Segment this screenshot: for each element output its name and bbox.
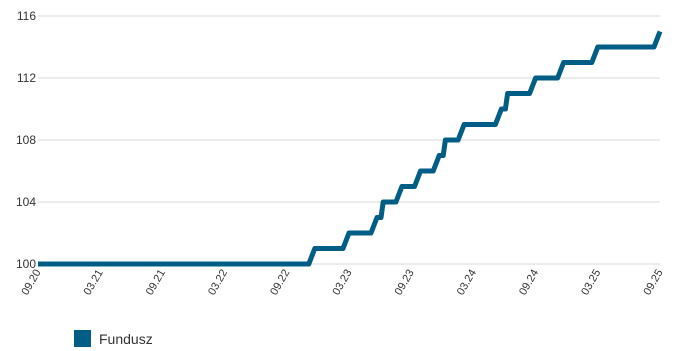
x-tick-label: 09.20 (19, 268, 43, 298)
y-tick-label: 100 (16, 257, 36, 271)
series-line-0 (38, 30, 663, 267)
x-tick-label: 03.23 (330, 268, 354, 298)
y-tick-label: 104 (16, 195, 36, 209)
y-tick-label: 112 (17, 71, 36, 85)
series-fundusz (37, 30, 663, 267)
x-tick-label: 03.21 (82, 268, 106, 298)
x-tick-label: 03.22 (206, 268, 230, 298)
x-tick-label: 09.25 (641, 268, 665, 298)
x-tick-label: 03.24 (455, 268, 479, 298)
legend-label-fundusz: Fundusz (99, 330, 153, 347)
grid-lines (38, 15, 660, 265)
legend: Fundusz (74, 330, 153, 347)
x-tick-label: 09.22 (268, 268, 292, 298)
x-tick-label: 09.21 (144, 268, 168, 298)
x-axis-tick-labels: 09.20 03.21 09.21 03.22 09.22 03.23 09.23 03.24… (19, 268, 665, 298)
legend-swatch-fundusz (74, 330, 91, 347)
x-tick-label: 09.24 (517, 268, 541, 298)
y-tick-label: 116 (17, 9, 36, 23)
y-tick-label: 108 (16, 133, 36, 147)
x-tick-label: 03.25 (579, 268, 603, 298)
y-axis-tick-labels: 100 104 108 112 116 (16, 9, 36, 271)
x-tick-label: 09.23 (393, 268, 417, 298)
